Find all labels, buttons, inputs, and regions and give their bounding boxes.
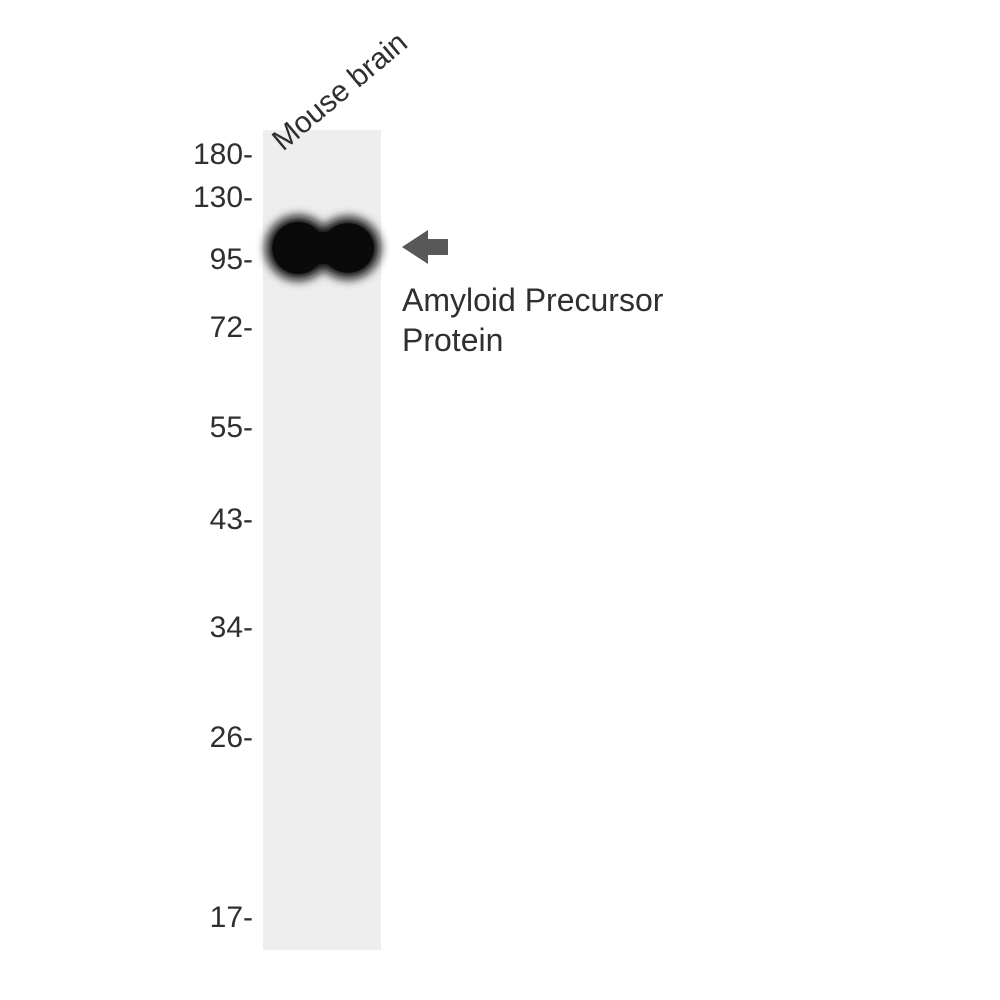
mw-marker: 26- xyxy=(210,721,253,755)
protein-name-line2: Protein xyxy=(402,322,503,358)
mw-marker: 43- xyxy=(210,503,253,537)
mw-marker: 130- xyxy=(193,181,253,215)
band-arrow-icon xyxy=(402,230,448,264)
mw-marker: 17- xyxy=(210,901,253,935)
mw-marker: 95- xyxy=(210,243,253,277)
blot-lane xyxy=(263,130,381,950)
mw-marker: 55- xyxy=(210,411,253,445)
mw-marker: 180- xyxy=(193,138,253,172)
protein-name-line1: Amyloid Precursor xyxy=(402,282,663,318)
blot-canvas: Mouse brain 180-130-95-72-55-43-34-26-17… xyxy=(0,0,1000,1000)
mw-marker: 34- xyxy=(210,611,253,645)
mw-marker: 72- xyxy=(210,311,253,345)
protein-name-label: Amyloid Precursor Protein xyxy=(402,280,663,360)
